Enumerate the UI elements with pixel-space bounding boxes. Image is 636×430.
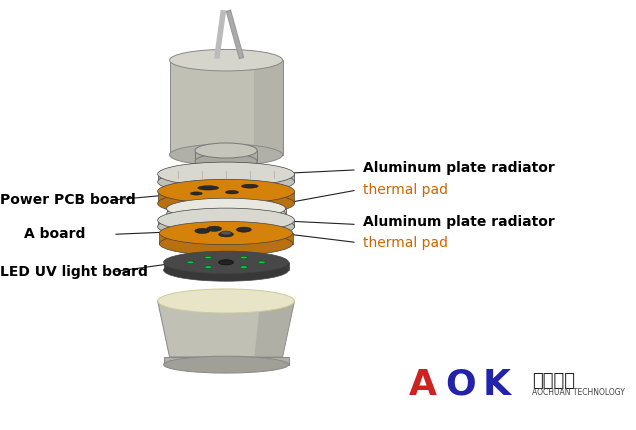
Text: Aluminum plate radiator: Aluminum plate radiator: [363, 161, 555, 175]
Text: AOCHUAN TECHNOLOGY: AOCHUAN TECHNOLOGY: [532, 388, 625, 396]
Polygon shape: [195, 150, 257, 161]
Polygon shape: [158, 191, 294, 203]
Ellipse shape: [242, 184, 258, 188]
Ellipse shape: [160, 232, 293, 255]
Ellipse shape: [240, 266, 247, 268]
Ellipse shape: [158, 162, 294, 186]
Polygon shape: [160, 233, 293, 244]
Ellipse shape: [158, 215, 294, 239]
Text: Power PCB board: Power PCB board: [0, 193, 135, 207]
Ellipse shape: [167, 203, 286, 224]
Text: LED UV light board: LED UV light board: [0, 265, 148, 279]
Polygon shape: [163, 357, 289, 365]
Ellipse shape: [187, 261, 194, 264]
Polygon shape: [158, 174, 294, 182]
Polygon shape: [167, 209, 286, 214]
Ellipse shape: [240, 256, 247, 259]
Ellipse shape: [167, 198, 286, 219]
Ellipse shape: [221, 231, 232, 235]
Ellipse shape: [158, 191, 294, 215]
Ellipse shape: [170, 49, 282, 71]
Ellipse shape: [205, 266, 212, 268]
Ellipse shape: [198, 186, 219, 190]
Ellipse shape: [219, 260, 233, 265]
Ellipse shape: [163, 259, 289, 281]
Ellipse shape: [195, 143, 257, 158]
Text: thermal pad: thermal pad: [363, 183, 448, 197]
Ellipse shape: [195, 228, 210, 233]
Polygon shape: [254, 60, 282, 155]
Polygon shape: [158, 301, 294, 357]
Text: K: K: [483, 368, 511, 402]
Ellipse shape: [158, 170, 294, 194]
Text: A: A: [408, 368, 436, 402]
Ellipse shape: [207, 226, 221, 231]
Ellipse shape: [237, 227, 251, 232]
Text: Aok: Aok: [203, 328, 249, 352]
Text: A board: A board: [24, 227, 85, 241]
Ellipse shape: [195, 154, 257, 169]
Text: Aluminum plate radiator: Aluminum plate radiator: [363, 215, 555, 229]
Ellipse shape: [158, 289, 294, 313]
Ellipse shape: [225, 190, 238, 194]
Ellipse shape: [163, 356, 289, 373]
Ellipse shape: [170, 144, 282, 166]
Ellipse shape: [190, 192, 202, 195]
Text: O: O: [446, 368, 476, 402]
Ellipse shape: [163, 251, 289, 273]
Polygon shape: [170, 60, 282, 155]
Text: thermal pad: thermal pad: [363, 236, 448, 249]
Polygon shape: [254, 301, 294, 357]
Text: 傲川科技: 傲川科技: [532, 372, 576, 390]
Ellipse shape: [158, 179, 294, 203]
Ellipse shape: [258, 261, 265, 264]
Polygon shape: [158, 220, 294, 227]
Ellipse shape: [205, 256, 212, 259]
Ellipse shape: [219, 232, 233, 237]
Ellipse shape: [160, 221, 293, 245]
Ellipse shape: [158, 208, 294, 232]
Polygon shape: [163, 262, 289, 270]
